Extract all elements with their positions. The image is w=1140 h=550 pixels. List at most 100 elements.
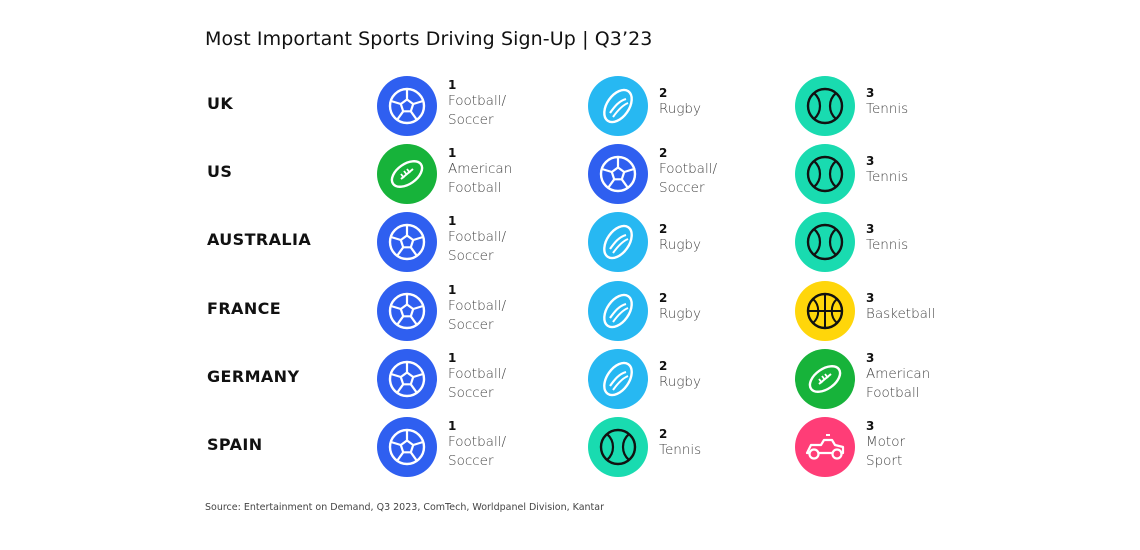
rank-meta: 2 Rugby bbox=[659, 222, 789, 255]
sport-label: Rugby bbox=[659, 101, 701, 117]
rank-number: 1 bbox=[448, 214, 457, 228]
rank-number: 3 bbox=[866, 154, 875, 168]
rank-meta: 2 Rugby bbox=[659, 359, 789, 392]
country-label: UK bbox=[207, 94, 234, 113]
rank-cell: 1 Football/ Soccer bbox=[377, 413, 577, 481]
sport-label: Football/ Soccer bbox=[448, 93, 506, 128]
motor-sport-icon bbox=[795, 417, 855, 477]
soccer-ball-icon bbox=[377, 281, 437, 341]
sport-label: American Football bbox=[448, 161, 513, 196]
rank-number: 2 bbox=[659, 146, 668, 160]
rank-meta: 1 Football/ Soccer bbox=[448, 214, 578, 266]
soccer-ball-icon bbox=[377, 76, 437, 136]
rank-meta: 2 Football/ Soccer bbox=[659, 146, 789, 198]
table-row: FRANCE 1 Football/ Soccer 2 Rugby 3 Basketball bbox=[0, 277, 1140, 345]
sport-label: Tennis bbox=[866, 101, 909, 117]
rank-cell: 2 Rugby bbox=[588, 277, 788, 345]
rank-cell: 1 American Football bbox=[377, 140, 577, 208]
rank-meta: 3 Tennis bbox=[866, 154, 996, 187]
rank-number: 3 bbox=[866, 351, 875, 365]
rank-meta: 2 Rugby bbox=[659, 86, 789, 119]
table-row: US 1 American Football 2 Football/ Soccer 3 Te… bbox=[0, 140, 1140, 208]
rank-cell: 3 American Football bbox=[795, 345, 995, 413]
rank-cell: 3 Basketball bbox=[795, 277, 995, 345]
rank-cell: 3 Tennis bbox=[795, 208, 995, 276]
sport-label: Rugby bbox=[659, 374, 701, 390]
country-label: SPAIN bbox=[207, 435, 263, 454]
sport-label: Football/ Soccer bbox=[448, 229, 506, 264]
rank-cell: 2 Rugby bbox=[588, 72, 788, 140]
soccer-ball-icon bbox=[588, 144, 648, 204]
rank-meta: 1 Football/ Soccer bbox=[448, 351, 578, 403]
rank-cell: 2 Rugby bbox=[588, 208, 788, 276]
tennis-ball-icon bbox=[795, 212, 855, 272]
rank-number: 2 bbox=[659, 291, 668, 305]
rugby-ball-icon bbox=[588, 76, 648, 136]
country-label: US bbox=[207, 162, 233, 181]
tennis-ball-icon bbox=[588, 417, 648, 477]
sport-label: Motor Sport bbox=[866, 434, 906, 469]
rugby-ball-icon bbox=[588, 212, 648, 272]
tennis-ball-icon bbox=[795, 76, 855, 136]
rugby-ball-icon bbox=[588, 349, 648, 409]
rank-number: 2 bbox=[659, 359, 668, 373]
rank-cell: 2 Football/ Soccer bbox=[588, 140, 788, 208]
soccer-ball-icon bbox=[377, 417, 437, 477]
rank-meta: 1 Football/ Soccer bbox=[448, 78, 578, 130]
rank-number: 1 bbox=[448, 351, 457, 365]
rank-cell: 1 Football/ Soccer bbox=[377, 72, 577, 140]
sport-label: American Football bbox=[866, 366, 931, 401]
table-row: UK 1 Football/ Soccer 2 Rugby 3 Tennis bbox=[0, 72, 1140, 140]
country-label: GERMANY bbox=[207, 367, 300, 386]
sport-label: Basketball bbox=[866, 306, 936, 322]
rank-cell: 1 Football/ Soccer bbox=[377, 345, 577, 413]
source-note: Source: Entertainment on Demand, Q3 2023… bbox=[205, 502, 605, 513]
rank-cell: 2 Tennis bbox=[588, 413, 788, 481]
rank-cell: 3 Motor Sport bbox=[795, 413, 995, 481]
rank-meta: 1 Football/ Soccer bbox=[448, 419, 578, 471]
sport-label: Football/ Soccer bbox=[659, 161, 717, 196]
page-title: Most Important Sports Driving Sign-Up | … bbox=[205, 28, 653, 50]
rank-meta: 3 Tennis bbox=[866, 222, 996, 255]
table-row: AUSTRALIA 1 Football/ Soccer 2 Rugby 3 Tennis bbox=[0, 208, 1140, 276]
table-row: SPAIN 1 Football/ Soccer 2 Tennis 3 Motor Spor… bbox=[0, 413, 1140, 481]
sport-label: Football/ Soccer bbox=[448, 434, 506, 469]
rank-number: 3 bbox=[866, 291, 875, 305]
basketball-icon bbox=[795, 281, 855, 341]
rank-cell: 3 Tennis bbox=[795, 72, 995, 140]
rank-cell: 2 Rugby bbox=[588, 345, 788, 413]
rank-meta: 2 Rugby bbox=[659, 291, 789, 324]
rank-meta: 2 Tennis bbox=[659, 427, 789, 460]
rank-number: 1 bbox=[448, 78, 457, 92]
american-football-icon bbox=[795, 349, 855, 409]
tennis-ball-icon bbox=[795, 144, 855, 204]
sport-label: Tennis bbox=[866, 237, 909, 253]
rank-number: 1 bbox=[448, 419, 457, 433]
rank-meta: 3 American Football bbox=[866, 351, 996, 403]
rugby-ball-icon bbox=[588, 281, 648, 341]
rank-number: 1 bbox=[448, 146, 457, 160]
sport-label: Tennis bbox=[866, 169, 909, 185]
rank-cell: 1 Football/ Soccer bbox=[377, 208, 577, 276]
soccer-ball-icon bbox=[377, 349, 437, 409]
country-label: FRANCE bbox=[207, 299, 282, 318]
rank-number: 2 bbox=[659, 86, 668, 100]
rank-number: 3 bbox=[866, 86, 875, 100]
rank-number: 1 bbox=[448, 283, 457, 297]
rank-number: 3 bbox=[866, 222, 875, 236]
rank-cell: 1 Football/ Soccer bbox=[377, 277, 577, 345]
sport-label: Rugby bbox=[659, 237, 701, 253]
table-row: GERMANY 1 Football/ Soccer 2 Rugby 3 American … bbox=[0, 345, 1140, 413]
soccer-ball-icon bbox=[377, 212, 437, 272]
american-football-icon bbox=[377, 144, 437, 204]
rank-meta: 1 American Football bbox=[448, 146, 578, 198]
rank-meta: 1 Football/ Soccer bbox=[448, 283, 578, 335]
rank-number: 2 bbox=[659, 222, 668, 236]
sport-label: Rugby bbox=[659, 306, 701, 322]
rank-meta: 3 Motor Sport bbox=[866, 419, 996, 471]
rank-meta: 3 Tennis bbox=[866, 86, 996, 119]
rank-meta: 3 Basketball bbox=[866, 291, 996, 324]
rank-number: 3 bbox=[866, 419, 875, 433]
sport-label: Football/ Soccer bbox=[448, 366, 506, 401]
